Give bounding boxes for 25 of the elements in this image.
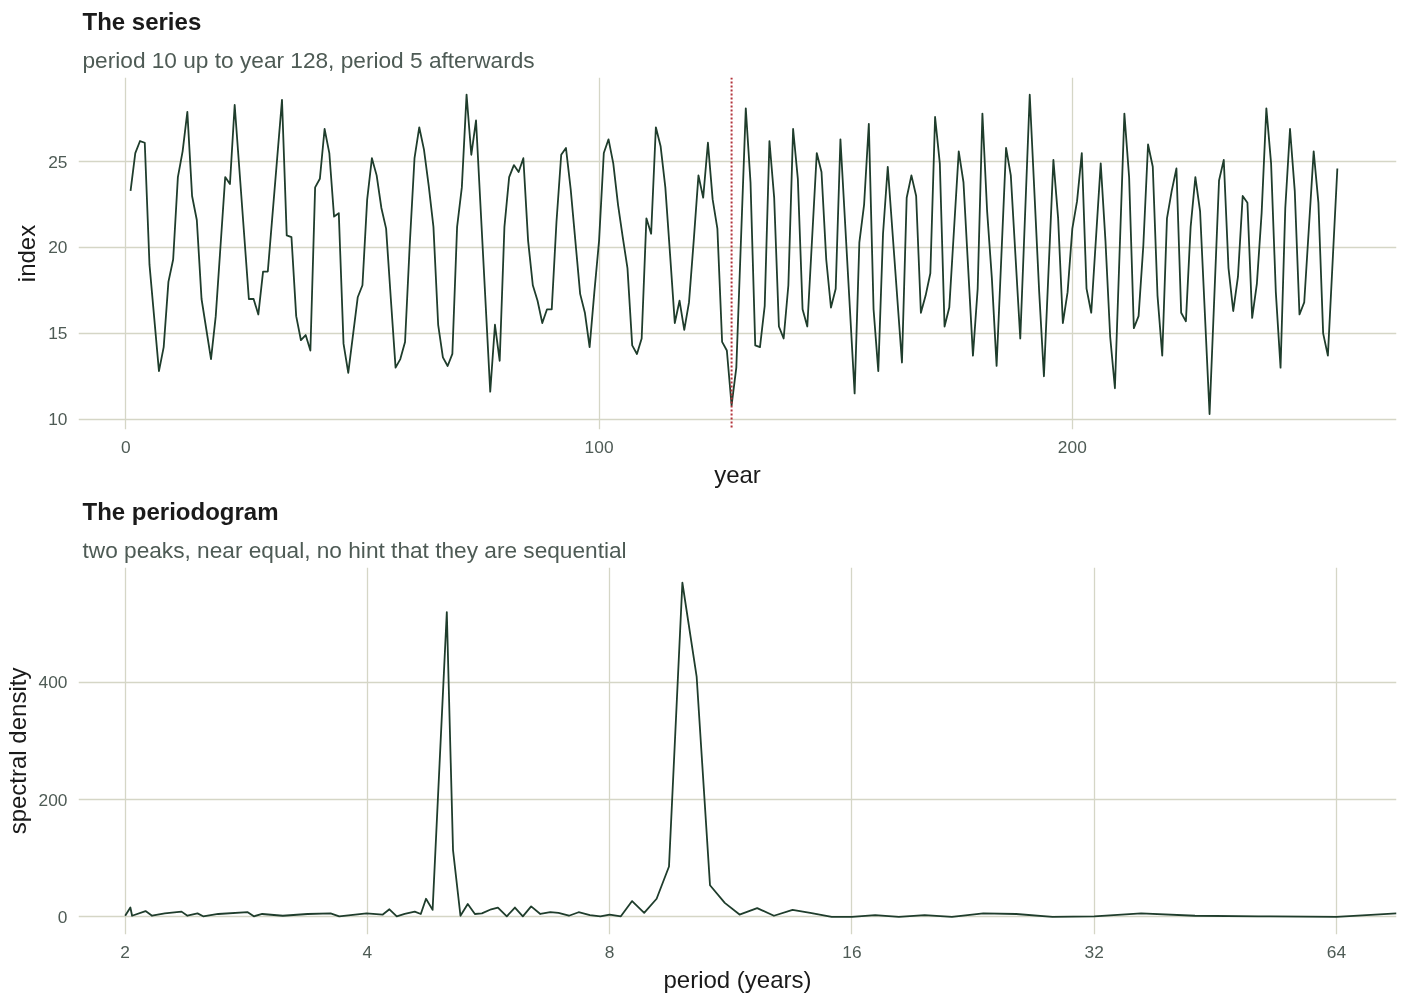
- x-tick-label: 4: [362, 941, 373, 962]
- chart-title: The series: [82, 7, 202, 35]
- chart-subtitle: two peaks, near equal, no hint that they are sequential: [82, 536, 627, 563]
- y-tick-label: 0: [57, 906, 68, 927]
- x-tick-label: 16: [842, 941, 862, 962]
- y-tick-label: 15: [48, 323, 68, 344]
- x-tick-label: 0: [121, 436, 131, 457]
- x-tick-label: 2: [120, 941, 130, 962]
- line-series: [129, 93, 1339, 415]
- y-tick-label: 200: [38, 789, 68, 810]
- x-axis-title: year: [714, 460, 761, 488]
- x-tick-label: 200: [1057, 436, 1087, 457]
- x-tick-label: 8: [604, 941, 615, 962]
- x-tick-label: 100: [584, 436, 614, 457]
- chart-subtitle: period 10 up to year 128, period 5 afterwards: [82, 46, 535, 73]
- y-tick-label: 20: [48, 237, 68, 258]
- y-axis-title: index: [13, 224, 41, 283]
- x-tick-label: 64: [1326, 941, 1347, 962]
- y-tick-label: 400: [38, 672, 68, 693]
- y-tick-label: 10: [48, 409, 68, 430]
- x-axis-title: period (years): [663, 965, 812, 993]
- x-tick-label: 32: [1084, 941, 1104, 962]
- y-tick-label: 25: [48, 151, 68, 172]
- y-axis-title: spectral density: [3, 667, 31, 835]
- chart-title: The periodogram: [82, 497, 279, 525]
